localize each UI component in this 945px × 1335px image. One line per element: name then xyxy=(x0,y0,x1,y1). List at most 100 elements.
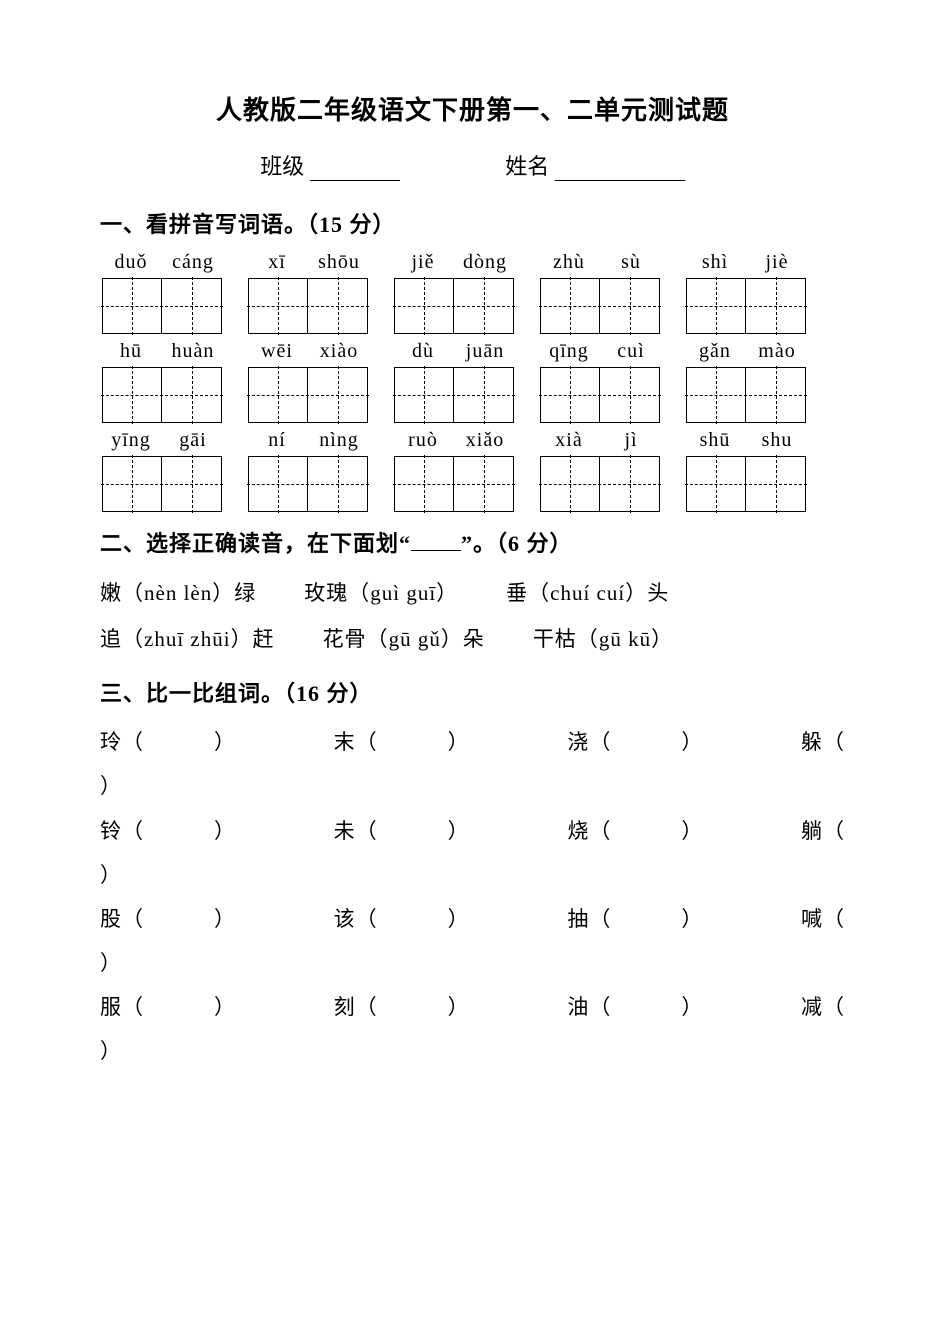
pinyin-syllable: cáng xyxy=(162,251,224,274)
pinyin-labels: xīshōu xyxy=(246,251,370,274)
pinyin-pair: duǒcáng xyxy=(100,251,224,334)
compare-cell[interactable]: 该（） xyxy=(334,897,470,941)
compare-cell[interactable]: 玲（） xyxy=(100,720,236,764)
tianzi-box[interactable] xyxy=(308,278,368,334)
compare-cell[interactable]: 股（） xyxy=(100,897,236,941)
han-post: ）朵 xyxy=(441,627,485,651)
tianzi-box[interactable] xyxy=(540,278,600,334)
compare-cell[interactable]: 油（） xyxy=(567,985,703,1029)
compare-char: 该 xyxy=(334,907,356,931)
pronunciation-line: 嫩（nèn lèn）绿玫瑰（guì guī）垂（chuí cuí）头 xyxy=(100,570,845,616)
han-post: ） xyxy=(436,581,458,605)
pinyin-labels: shìjiè xyxy=(684,251,808,274)
tianzi-box[interactable] xyxy=(394,367,454,423)
pinyin-options[interactable]: gū gǔ xyxy=(389,627,441,651)
pinyin-pair: zhùsù xyxy=(538,251,662,334)
tianzi-box[interactable] xyxy=(308,367,368,423)
tianzi-box[interactable] xyxy=(102,367,162,423)
section-3-body: 玲（）末（）浇（）躲（）铃（）未（）烧（）躺（）股（）该（）抽（）喊（）服（）刻… xyxy=(100,720,845,1073)
pinyin-labels: dùjuān xyxy=(392,340,516,363)
paren-close: ） xyxy=(681,730,703,754)
tianzi-box[interactable] xyxy=(454,456,514,512)
tianzi-box[interactable] xyxy=(600,278,660,334)
compare-cell[interactable]: 浇（） xyxy=(567,720,703,764)
pinyin-syllable: juān xyxy=(454,340,516,363)
tianzi-box[interactable] xyxy=(746,278,806,334)
pronunciation-item: 干枯（gū kū） xyxy=(533,616,673,662)
pinyin-options[interactable]: gū kū xyxy=(599,627,651,651)
tianzi-box[interactable] xyxy=(102,456,162,512)
pinyin-syllable: nìng xyxy=(308,429,370,452)
tianzi-box[interactable] xyxy=(454,278,514,334)
tianzi-box[interactable] xyxy=(746,456,806,512)
pinyin-options[interactable]: nèn lèn xyxy=(144,581,212,605)
paren-open: （ xyxy=(589,819,611,843)
worksheet-page: 人教版二年级语文下册第一、二单元测试题 班级 姓名 一、看拼音写词语。（15 分… xyxy=(0,0,945,1335)
pronunciation-item: 垂（chuí cuí）头 xyxy=(506,570,669,616)
pinyin-labels: nínìng xyxy=(246,429,370,452)
pinyin-options[interactable]: chuí cuí xyxy=(550,581,625,605)
section-1-heading: 一、看拼音写词语。（15 分） xyxy=(100,207,845,239)
tianzi-box[interactable] xyxy=(394,278,454,334)
pronunciation-item: 追（zhuī zhūi）赶 xyxy=(100,616,275,662)
paren-open: （ xyxy=(823,819,845,843)
pinyin-labels: xiàjì xyxy=(538,429,662,452)
tianzi-box[interactable] xyxy=(686,367,746,423)
tianzi-box[interactable] xyxy=(600,367,660,423)
tianzi-box[interactable] xyxy=(162,367,222,423)
compare-char: 烧 xyxy=(567,819,589,843)
tianzi-box[interactable] xyxy=(162,456,222,512)
tianzi-box[interactable] xyxy=(248,456,308,512)
tianzi-box[interactable] xyxy=(600,456,660,512)
han-pre: 干枯（ xyxy=(533,627,599,651)
pinyin-options[interactable]: guì guī xyxy=(370,581,436,605)
pronunciation-item: 玫瑰（guì guī） xyxy=(304,570,458,616)
pinyin-options[interactable]: zhuī zhūi xyxy=(144,627,231,651)
tianzi-box[interactable] xyxy=(162,278,222,334)
compare-cell[interactable]: 躲（ xyxy=(801,720,845,764)
pinyin-pair: ruòxiǎo xyxy=(392,429,516,512)
tianzi-box[interactable] xyxy=(540,456,600,512)
paren-close: ） xyxy=(214,995,236,1019)
paren-open: （ xyxy=(122,730,144,754)
compare-char: 未 xyxy=(334,819,356,843)
pinyin-labels: jiědòng xyxy=(392,251,516,274)
compare-cell[interactable]: 铃（） xyxy=(100,809,236,853)
name-input-line[interactable] xyxy=(555,158,685,181)
tianzi-box[interactable] xyxy=(686,278,746,334)
compare-cell[interactable]: 躺（ xyxy=(801,809,845,853)
tianzi-box[interactable] xyxy=(686,456,746,512)
pinyin-pair: nínìng xyxy=(246,429,370,512)
compare-cell[interactable]: 烧（） xyxy=(567,809,703,853)
tianzi-box[interactable] xyxy=(248,278,308,334)
tianzi-box[interactable] xyxy=(746,367,806,423)
pinyin-grid: duǒcángxīshōujiědòngzhùsùshìjièhūhuànwēi… xyxy=(100,251,845,512)
paren-close: ） xyxy=(448,819,470,843)
compare-row: 股（） 该（） 抽（） 喊（ xyxy=(100,897,845,941)
tianzi-box[interactable] xyxy=(540,367,600,423)
paren-open: （ xyxy=(356,819,378,843)
compare-cell[interactable]: 减（ xyxy=(801,985,845,1029)
compare-char: 抽 xyxy=(567,907,589,931)
tianzi-pair xyxy=(686,278,806,334)
tianzi-box[interactable] xyxy=(454,367,514,423)
tianzi-box[interactable] xyxy=(248,367,308,423)
pinyin-syllable: ní xyxy=(246,429,308,452)
compare-cell[interactable]: 抽（） xyxy=(567,897,703,941)
paren-close: ） xyxy=(214,730,236,754)
compare-cell[interactable]: 刻（） xyxy=(334,985,470,1029)
tianzi-box[interactable] xyxy=(102,278,162,334)
tianzi-box[interactable] xyxy=(308,456,368,512)
compare-cell[interactable]: 末（） xyxy=(334,720,470,764)
pinyin-syllable: huàn xyxy=(162,340,224,363)
pinyin-pair: shūshu xyxy=(684,429,808,512)
tianzi-pair xyxy=(248,367,368,423)
class-input-line[interactable] xyxy=(310,158,400,181)
compare-cell[interactable]: 未（ ） xyxy=(334,809,470,853)
pronunciation-line: 追（zhuī zhūi）赶花骨（gū gǔ）朵干枯（gū kū） xyxy=(100,616,845,662)
compare-cell[interactable]: 服（） xyxy=(100,985,236,1029)
tianzi-pair xyxy=(248,278,368,334)
tianzi-box[interactable] xyxy=(394,456,454,512)
compare-char: 减 xyxy=(801,995,823,1019)
compare-cell[interactable]: 喊（ xyxy=(801,897,845,941)
